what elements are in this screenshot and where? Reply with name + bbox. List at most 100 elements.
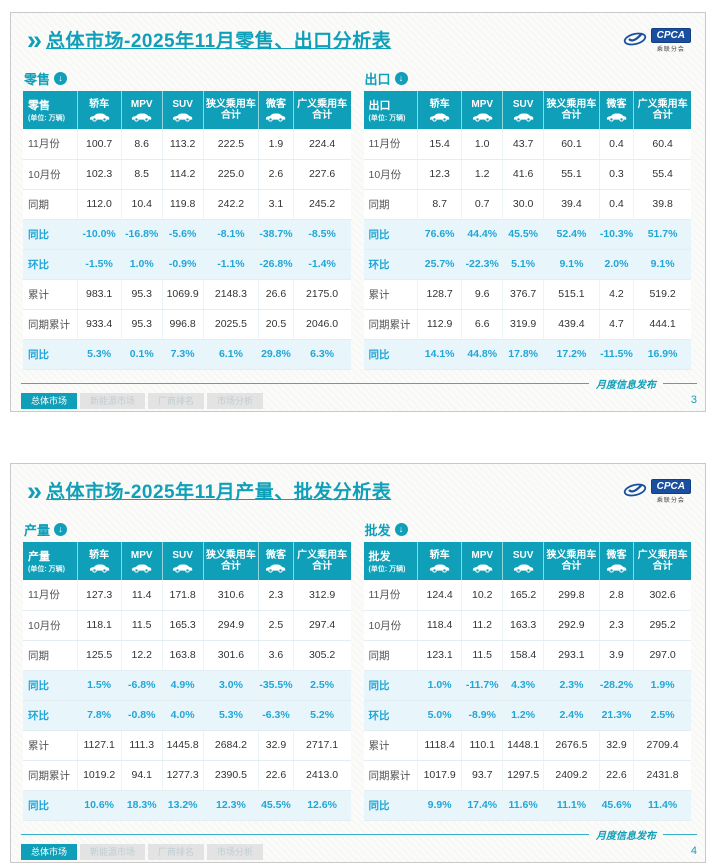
cell: 10.4 [121, 189, 163, 220]
cell: 2409.2 [543, 760, 600, 791]
cell: 51.7% [633, 219, 691, 250]
cell: 1.5% [77, 670, 122, 701]
table-corner-header: 批发 (单位: 万辆) [363, 542, 419, 580]
cell: -11.5% [599, 339, 635, 370]
column-header: SUV [162, 542, 204, 580]
table-corner-header: 出口 (单位: 万辆) [363, 91, 419, 129]
cell: 1017.9 [417, 760, 463, 791]
cell: -35.5% [258, 670, 294, 701]
table-row: 同比 1.5% -6.8% 4.9% 3.0% -35.5% 2.5% [23, 670, 351, 701]
footer-tab-market-analysis[interactable]: 市场分析 [207, 393, 264, 409]
cell: 1.2% [502, 700, 545, 731]
cell: -38.7% [258, 219, 294, 250]
cell: 60.4 [633, 129, 691, 160]
column-header: MPV [121, 91, 163, 129]
footer-tab-market-analysis[interactable]: 市场分析 [207, 844, 264, 860]
cell: 52.4% [543, 219, 600, 250]
row-label: 11月份 [23, 580, 78, 611]
cell: 17.2% [543, 339, 600, 370]
cell: 22.6 [599, 760, 635, 791]
slide-retail-export: » 总体市场-2025年11月零售、出口分析表 CPCA 乘联分会 零售 ↓ 零售(… [10, 12, 706, 412]
footer-tab-overall-market[interactable]: 总体市场 [21, 844, 78, 860]
table-row: 10月份 118.1 11.5 165.3 294.9 2.5 297.4 [23, 610, 351, 641]
cell: 44.4% [461, 219, 504, 250]
wholesale-table: 批发 (单位: 万辆) 轿车 MPV SUV 狭义乘用车 合计 微客 广义乘用车 合计 11月份 12… [363, 542, 691, 821]
cell: 3.1 [258, 189, 294, 220]
cell: 6.1% [203, 339, 260, 370]
cell: -28.2% [599, 670, 635, 701]
row-label: 同比 [363, 219, 419, 250]
cell: 1448.1 [502, 730, 545, 761]
cell: 55.1 [543, 159, 600, 190]
table-row: 累计 983.1 95.3 1069.9 2148.3 26.6 2175.0 [23, 279, 351, 310]
cell: 112.9 [417, 309, 463, 340]
table-row: 同期 125.5 12.2 163.8 301.6 3.6 305.2 [23, 640, 351, 671]
cell: 13.2% [162, 790, 204, 821]
cell: 2684.2 [203, 730, 260, 761]
cell: 294.9 [203, 610, 260, 641]
cell: 25.7% [417, 249, 463, 280]
export-section-label: 出口 ↓ [365, 69, 692, 88]
production-table-block: 产量 ↓ 产量 (单位: 万辆) 轿车 MPV SUV 狭义乘用车 合计 微客 广义乘用车 合计 11月… [23, 520, 351, 821]
cpca-swoosh-icon [623, 483, 646, 497]
cell: 227.6 [293, 159, 351, 190]
down-arrow-icon: ↓ [394, 523, 408, 536]
cell: 305.2 [293, 640, 351, 671]
retail-section-label: 零售 ↓ [24, 69, 351, 88]
cell: 41.6 [502, 159, 545, 190]
table-row: 环比 7.8% -0.8% 4.0% 5.3% -6.3% 5.2% [23, 700, 351, 731]
footer-tab-nev-market[interactable]: 新能源市场 [80, 844, 146, 860]
slide-title: 总体市场-2025年11月产量、批发分析表 [46, 482, 392, 503]
wholesale-section-label: 批发 ↓ [365, 520, 692, 539]
column-header: 微客 [258, 542, 294, 580]
cell: 11.5 [461, 640, 504, 671]
cell: 2.5% [293, 670, 351, 701]
cell: 1.0 [461, 129, 504, 160]
footer-tabs: 总体市场 新能源市场 厂商排名 市场分析 [21, 844, 266, 860]
footer-tab-manufacturer-ranking[interactable]: 厂商排名 [148, 393, 205, 409]
cell: 2717.1 [293, 730, 351, 761]
retail-table: 零售 (单位: 万辆) 轿车 MPV SUV 狭义乘用车 合计 微客 广义乘用车 合计 11月份 10… [23, 91, 351, 370]
cell: 2148.3 [203, 279, 260, 310]
cell: 5.1% [502, 249, 545, 280]
table-row: 10月份 12.3 1.2 41.6 55.1 0.3 55.4 [363, 159, 691, 190]
row-label: 同期累计 [23, 760, 78, 791]
column-header: SUV [502, 91, 545, 129]
footer-tab-nev-market[interactable]: 新能源市场 [80, 393, 146, 409]
row-label: 同比 [23, 790, 78, 821]
column-header: 微客 [258, 91, 294, 129]
minibus-icon [266, 112, 286, 122]
minibus-icon [606, 112, 627, 122]
column-header: MPV [461, 542, 504, 580]
column-header: 狭义乘用车 合计 [203, 91, 260, 129]
cell: 8.5 [121, 159, 163, 190]
sedan-icon [89, 563, 109, 573]
cpca-logo: CPCA 乘联分会 [622, 479, 691, 504]
cell: 9.1% [633, 249, 691, 280]
cell: 1069.9 [162, 279, 204, 310]
cpca-logo-text: CPCA [650, 28, 691, 43]
cell: 165.3 [162, 610, 204, 641]
footer-tab-overall-market[interactable]: 总体市场 [21, 393, 78, 409]
cell: -1.4% [293, 249, 351, 280]
cell: 10.6% [77, 790, 122, 821]
footer-tab-manufacturer-ranking[interactable]: 厂商排名 [148, 844, 205, 860]
cell: 95.3 [121, 309, 163, 340]
column-header: 广义乘用车 合计 [633, 542, 691, 580]
table-row: 累计 1118.4 110.1 1448.1 2676.5 32.9 2709.4 [363, 730, 691, 761]
cell: 1277.3 [162, 760, 204, 791]
cell: 2.3 [599, 610, 635, 641]
wholesale-table-block: 批发 ↓ 批发 (单位: 万辆) 轿车 MPV SUV 狭义乘用车 合计 微客 广义乘用车 合计 11月… [363, 520, 692, 821]
cell: -16.8% [121, 219, 163, 250]
cell: 439.4 [543, 309, 600, 340]
export-table-block: 出口 ↓ 出口 (单位: 万辆) 轿车 MPV SUV 狭义乘用车 合计 微客 广义乘用车 合计 11月… [363, 69, 692, 370]
column-header: 广义乘用车 合计 [633, 91, 691, 129]
production-table: 产量 (单位: 万辆) 轿车 MPV SUV 狭义乘用车 合计 微客 广义乘用车 合计 11月份 12… [23, 542, 351, 821]
cell: 0.4 [599, 189, 635, 220]
cell: 2.4% [543, 700, 600, 731]
cell: 2.0% [599, 249, 635, 280]
cell: 100.7 [77, 129, 122, 160]
cell: 1.0% [121, 249, 163, 280]
footer-tabs: 总体市场 新能源市场 厂商排名 市场分析 [21, 393, 266, 409]
